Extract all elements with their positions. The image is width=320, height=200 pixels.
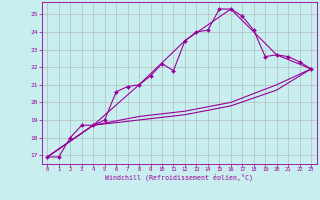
X-axis label: Windchill (Refroidissement éolien,°C): Windchill (Refroidissement éolien,°C)	[105, 174, 253, 181]
